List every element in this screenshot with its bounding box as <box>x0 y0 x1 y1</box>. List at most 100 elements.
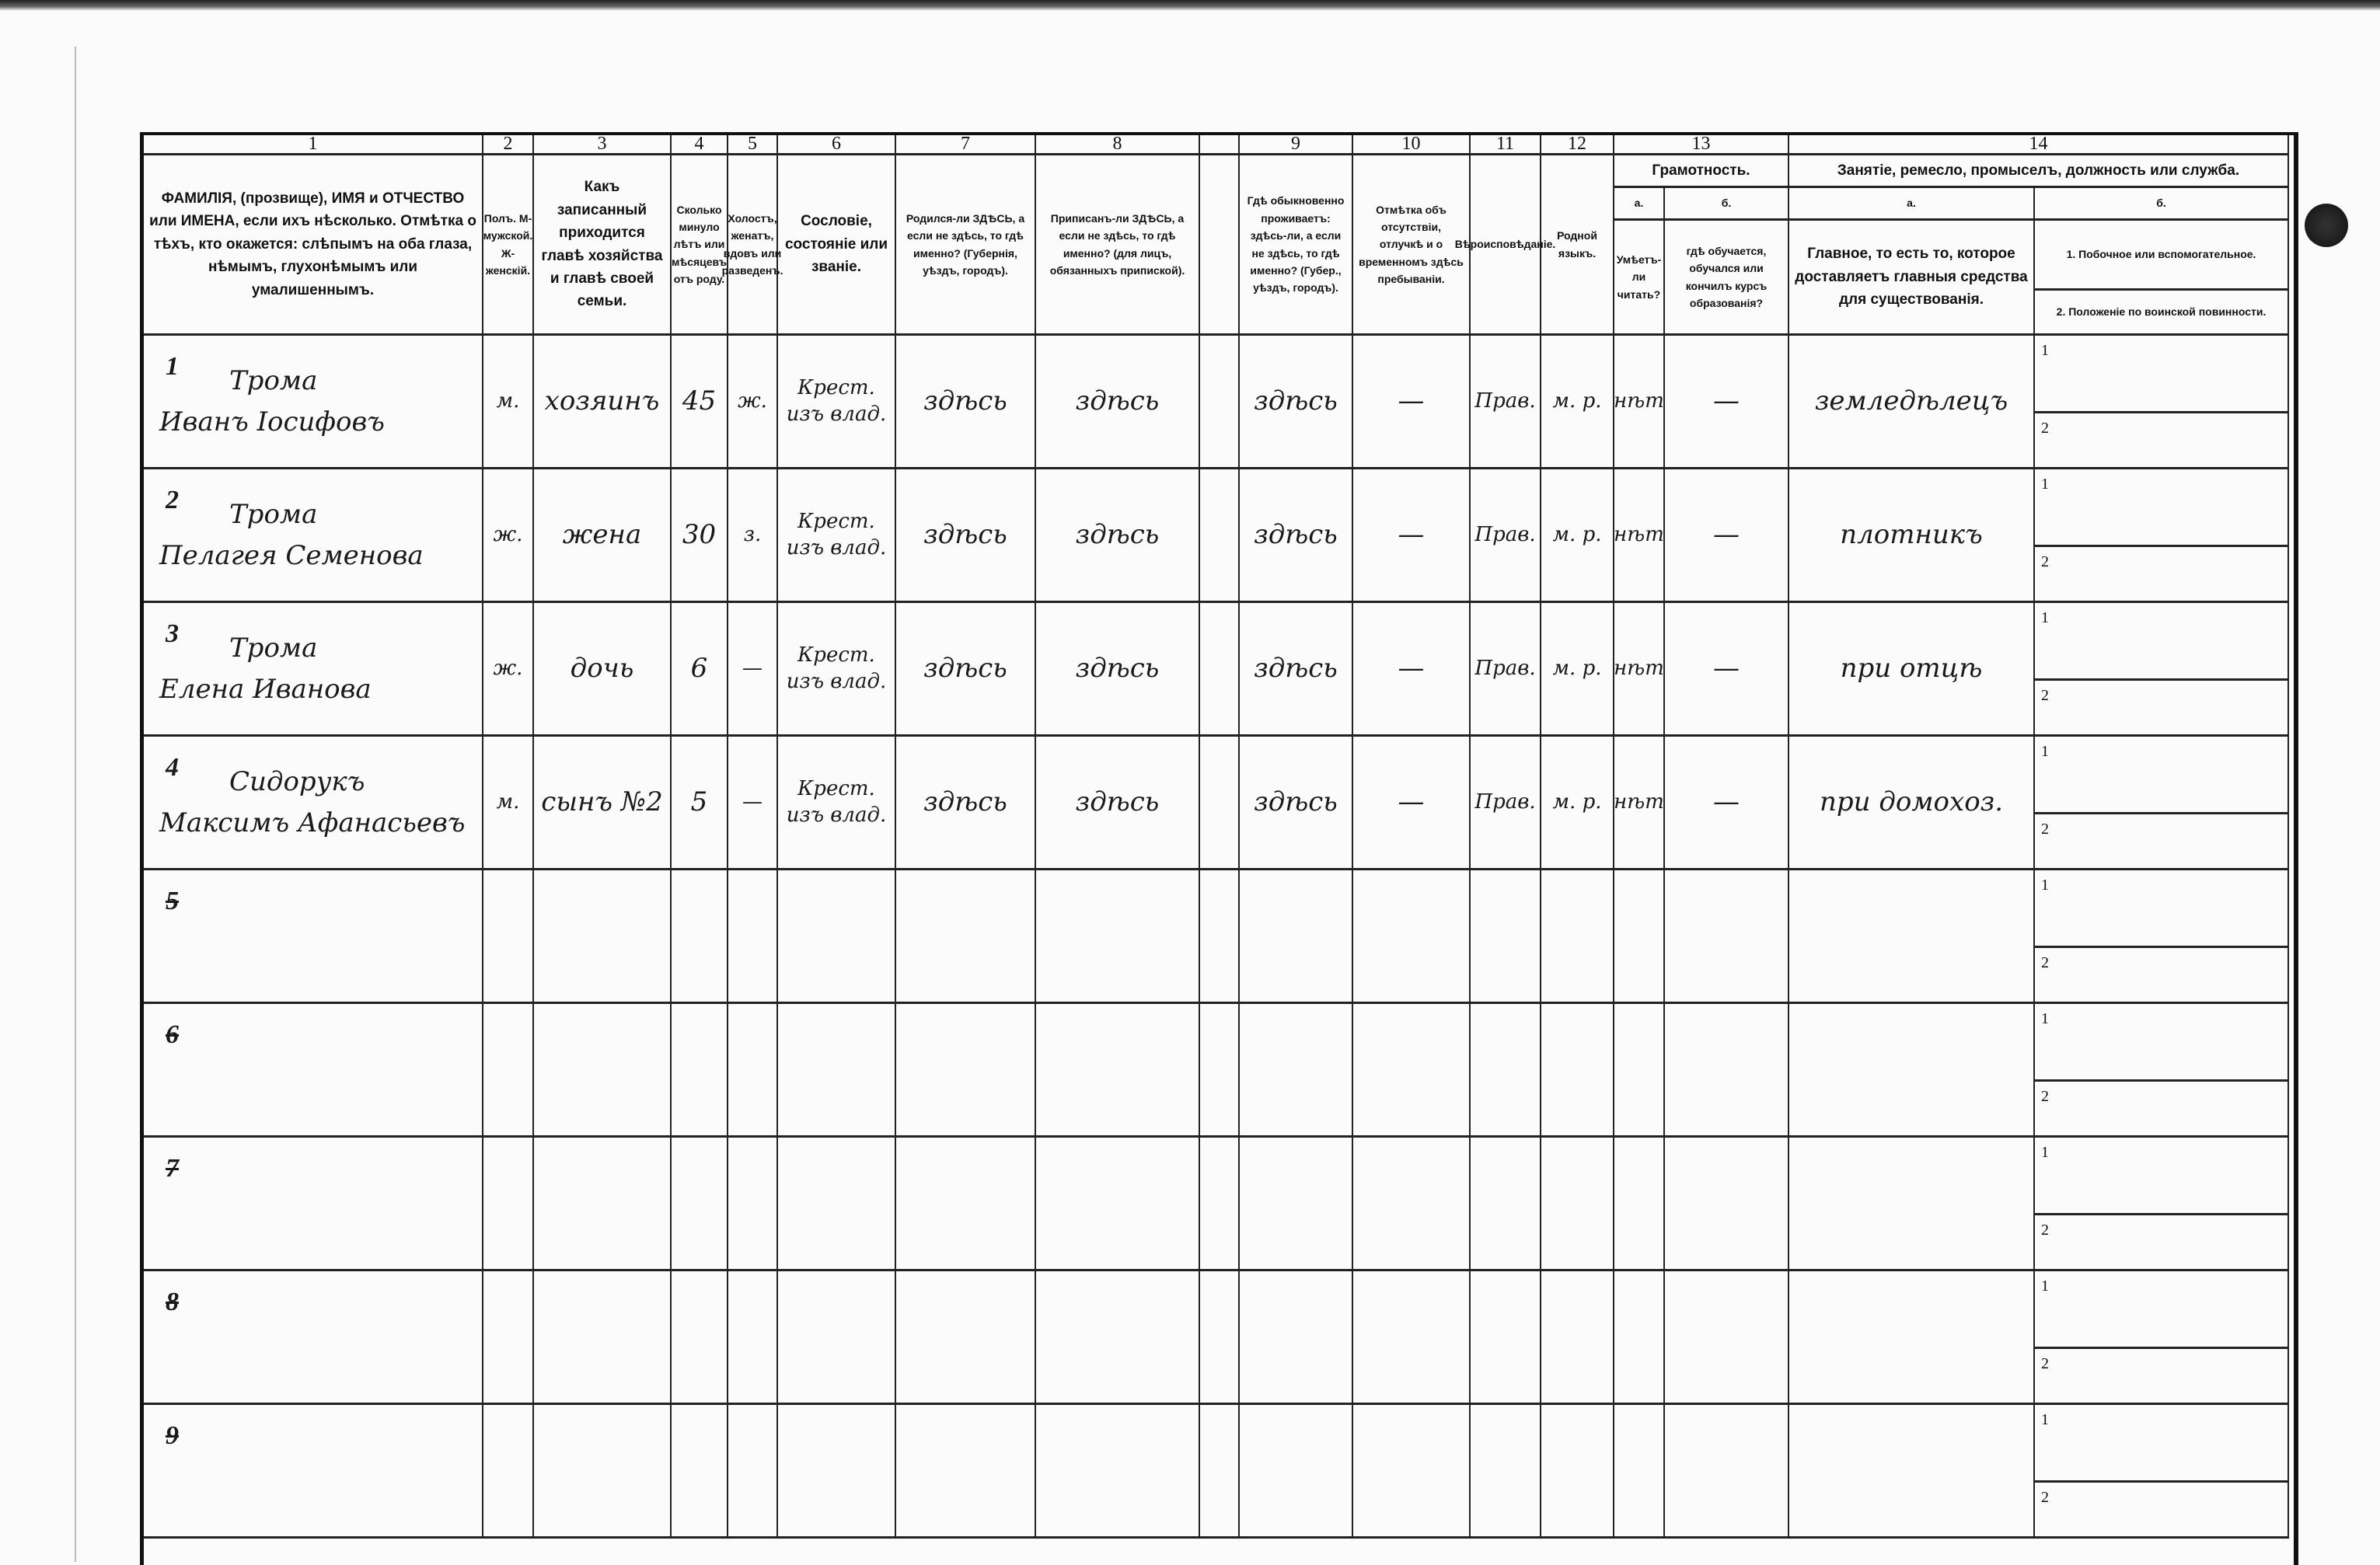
header-col7: Родился-ли ЗДѢСЬ, а если не здѣсь, то гд… <box>896 155 1036 336</box>
cell-registered <box>1036 1405 1200 1539</box>
header-col10: Отмѣтка объ отсутствіи, отлучкѣ и о врем… <box>1353 155 1471 336</box>
cell-relation: жена <box>534 469 672 603</box>
header-column-number: 1 <box>144 134 483 155</box>
cell-literate <box>1614 1138 1665 1271</box>
sub-line-label: 1 <box>2041 1144 2049 1161</box>
cell-relation <box>534 870 672 1004</box>
header-col14a: Главное, то есть то, которое доставляетъ… <box>1789 221 2035 336</box>
row-number: 8 <box>166 1288 179 1316</box>
sub-line-label: 1 <box>2041 342 2049 359</box>
cell-religion <box>1471 1138 1541 1271</box>
header-occupation-title: Занятіе, ремесло, промыселъ, должность и… <box>1789 155 2289 188</box>
cell-age: 45 <box>672 336 728 469</box>
cell-registered: здѣсь <box>1036 469 1200 603</box>
cell-secondary-occupation: 1 <box>2035 1405 2289 1483</box>
cell-education <box>1665 1004 1789 1138</box>
cell-religion: Прав. <box>1471 603 1541 737</box>
cell-absence <box>1353 1138 1471 1271</box>
blank-column-cell <box>1200 737 1240 870</box>
cell-military-status: 2 <box>2035 547 2289 603</box>
cell-military-status: 2 <box>2035 413 2289 469</box>
cell-language: м. р. <box>1541 737 1614 870</box>
table-row-name-cell: 6 <box>144 1004 483 1138</box>
cell-religion <box>1471 1271 1541 1405</box>
table-row-name-cell: 7 <box>144 1138 483 1271</box>
cell-age: 6 <box>672 603 728 737</box>
cell-literate: нѣт <box>1614 469 1665 603</box>
table-row-name-cell: 1 Трома Иванъ Іосифовъ <box>144 336 483 469</box>
row-number: 9 <box>166 1421 179 1450</box>
cell-sex <box>483 1405 534 1539</box>
cell-education: — <box>1665 336 1789 469</box>
sub-line-label: 1 <box>2041 476 2049 493</box>
cell-born: здѣсь <box>896 603 1036 737</box>
cell-occupation: при отцѣ <box>1789 603 2035 737</box>
cell-absence: — <box>1353 336 1471 469</box>
header-column-number: 9 <box>1240 134 1353 155</box>
table-row-name-cell: 9 <box>144 1405 483 1539</box>
cell-marital: ж. <box>728 336 778 469</box>
cell-born <box>896 870 1036 1004</box>
cell-marital <box>728 1004 778 1138</box>
cell-education: — <box>1665 737 1789 870</box>
row-number: 7 <box>166 1154 179 1183</box>
wax-seal <box>2305 204 2348 247</box>
header-column-number: 7 <box>896 134 1036 155</box>
sub-line-label: 1 <box>2041 743 2049 760</box>
header-column-number: 13 <box>1614 134 1789 155</box>
given-name-patronymic: Максимъ Афанасьевъ <box>159 807 466 838</box>
cell-sex <box>483 1271 534 1405</box>
cell-language <box>1541 870 1614 1004</box>
cell-resides: здѣсь <box>1240 336 1353 469</box>
header-col13b-letter: б. <box>1665 188 1789 221</box>
header-col12: Родной языкъ. <box>1541 155 1614 336</box>
cell-military-status: 2 <box>2035 681 2289 737</box>
cell-born <box>896 1138 1036 1271</box>
header-literacy-title: Грамотность. <box>1614 155 1789 188</box>
scan-top-edge <box>0 0 2380 11</box>
cell-registered <box>1036 1138 1200 1271</box>
cell-secondary-occupation: 1 <box>2035 603 2289 681</box>
header-col2: Полъ. М-мужской. Ж-женскій. <box>483 155 534 336</box>
cell-relation <box>534 1405 672 1539</box>
cell-born <box>896 1004 1036 1138</box>
cell-age <box>672 1405 728 1539</box>
cell-secondary-occupation: 1 <box>2035 1138 2289 1215</box>
header-col5: Холостъ, женатъ, вдовъ или разведенъ. <box>722 155 783 336</box>
cell-secondary-occupation: 1 <box>2035 1004 2289 1082</box>
scan-left-edge <box>75 47 76 1562</box>
cell-age: 5 <box>672 737 728 870</box>
sub-line-label: 2 <box>2041 1355 2049 1372</box>
cell-occupation: при домохоз. <box>1789 737 2035 870</box>
cell-military-status: 2 <box>2035 1082 2289 1138</box>
cell-resides <box>1240 1138 1353 1271</box>
cell-occupation <box>1789 1138 2035 1271</box>
cell-relation: сынъ №2 <box>534 737 672 870</box>
cell-estate: Крест. изъ влад. <box>778 336 896 469</box>
header-col13b: гдѣ обучается, обучался или кончилъ курс… <box>1665 221 1789 336</box>
cell-sex <box>483 1138 534 1271</box>
table-row-name-cell: 2 Трома Пелагея Семенова <box>144 469 483 603</box>
header-col1: ФАМИЛІЯ, (прозвище), ИМЯ и ОТЧЕСТВО или … <box>144 155 483 336</box>
cell-registered <box>1036 870 1200 1004</box>
cell-age <box>672 870 728 1004</box>
header-col14b1: 1. Побочное или вспомогательное. <box>2035 221 2289 291</box>
row-number: 1 <box>166 352 179 381</box>
cell-born <box>896 1271 1036 1405</box>
cell-absence <box>1353 870 1471 1004</box>
row-number: 4 <box>166 753 179 782</box>
cell-born <box>896 1405 1036 1539</box>
cell-literate: нѣт <box>1614 336 1665 469</box>
surname: Трома <box>229 632 318 664</box>
cell-sex <box>483 870 534 1004</box>
cell-born: здѣсь <box>896 469 1036 603</box>
cell-occupation <box>1789 1271 2035 1405</box>
cell-education <box>1665 870 1789 1004</box>
cell-estate <box>778 1271 896 1405</box>
cell-secondary-occupation: 1 <box>2035 1271 2289 1349</box>
sub-line-label: 2 <box>2041 1222 2049 1239</box>
cell-literate: нѣт <box>1614 737 1665 870</box>
row-number: 6 <box>166 1020 179 1049</box>
cell-occupation <box>1789 1004 2035 1138</box>
cell-resides <box>1240 1004 1353 1138</box>
